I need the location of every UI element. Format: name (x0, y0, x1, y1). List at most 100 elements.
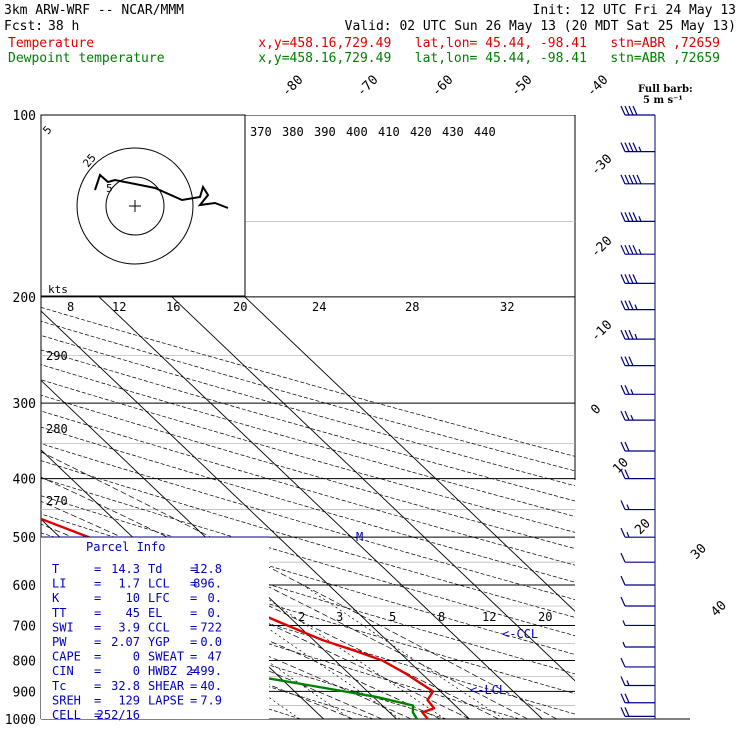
parcel-label: EL (148, 606, 162, 620)
barb-flag (632, 244, 638, 255)
init-time: Init: 12 UTC Fri 24 May 13 (532, 3, 737, 18)
parcel-eq: = (190, 606, 197, 620)
parcel-eq: = (94, 693, 101, 707)
theta-side-label-280: 280 (46, 422, 68, 436)
wind-barb-100 (620, 105, 655, 116)
isotherm-label-0: 0 (588, 402, 604, 418)
temperature-info: x,y=458.16,729.49 lat,lon= 45.44, -98.41… (258, 36, 720, 51)
mixing-label-28: 28 (405, 300, 419, 314)
wind-barb-990 (620, 707, 655, 717)
barb-half-flag (626, 680, 630, 686)
wind-barb-700 (622, 620, 655, 627)
valid-time: Valid: 02 UTC Sun 26 May 13 (20 MDT Sat … (344, 19, 736, 34)
wind-barb-210 (620, 300, 655, 311)
barb-flag (624, 356, 630, 366)
parcel-eq: = (190, 562, 197, 576)
parcel-value: 3.9 (118, 620, 140, 634)
pressure-label-900: 900 (13, 685, 36, 700)
dry-adiabat-450 (41, 320, 575, 472)
barb-half-flag (622, 641, 626, 648)
parcel-label: K (52, 591, 60, 605)
barb-half-flag (630, 414, 634, 421)
parcel-value: 0. (208, 606, 222, 620)
isotherm-label--40: -40 (584, 73, 611, 100)
parcel-label: SWI (52, 620, 74, 634)
parcel-label: LAPSE (148, 693, 184, 707)
parcel-label: TT (52, 606, 66, 620)
barb-flag (624, 300, 630, 310)
barb-flag (636, 174, 642, 185)
dewpoint-info: x,y=458.16,729.49 lat,lon= 45.44, -98.41… (258, 51, 720, 66)
barb-flag (620, 329, 626, 340)
parcel-value: 45 (126, 606, 140, 620)
temperature-label: Temperature (8, 36, 95, 51)
pressure-label-500: 500 (13, 531, 36, 546)
barb-flag (624, 707, 630, 717)
parcel-value: 14.3 (111, 562, 140, 576)
parcel-label: Tc (52, 679, 66, 693)
parcel-eq: = (190, 620, 197, 634)
parcel-value: 0.0 (200, 635, 222, 649)
low-mixing-label-20: 20 (538, 610, 552, 624)
theta-label-430: 430 (442, 125, 464, 139)
parcel-value: 2499. (186, 664, 222, 678)
isotherm-label-30: 30 (688, 541, 710, 563)
parcel-eq: = (94, 650, 101, 664)
barb-flag (624, 441, 630, 452)
hodo-kts-label: kts (48, 283, 68, 296)
parcel-label: HWBZ (148, 664, 177, 678)
barb-flag (632, 212, 638, 222)
dry-adiabat-370 (41, 443, 575, 600)
parcel-eq: = (94, 679, 101, 693)
barb-half-flag (622, 620, 626, 626)
barb-flag (620, 500, 626, 510)
pressure-label-800: 800 (13, 654, 36, 669)
dry-adiabat-440 (41, 335, 575, 487)
barb-flag (628, 212, 634, 222)
barb-flag (628, 105, 634, 116)
parcel-value: 7.9 (200, 693, 222, 707)
parcel-label: CIN (52, 664, 74, 678)
parcel-label: Td (148, 562, 162, 576)
mixing-label-8: 8 (67, 300, 74, 314)
wind-barb-400 (620, 469, 655, 480)
low-mixing-label-5: 5 (389, 610, 396, 624)
barb-flag (624, 385, 630, 395)
pressure-label-300: 300 (13, 397, 36, 412)
barb-flag (624, 274, 630, 284)
theta-side-label-270: 270 (46, 494, 68, 508)
parcel-value: 722 (200, 620, 222, 634)
theta-label-420: 420 (410, 125, 432, 139)
moist-adiabat-28 (41, 476, 528, 719)
barb-flag (628, 142, 634, 152)
parcel-eq: = (190, 635, 197, 649)
barb-flag (624, 174, 630, 185)
wind-barbs: Full barb:5 m s⁻¹ (620, 84, 693, 719)
wind-barb-260 (620, 356, 655, 367)
barb-flag (624, 212, 630, 222)
pressure-label-1000: 1000 (5, 713, 36, 728)
wind-barb-940 (620, 693, 655, 704)
barb-legend-title: Full barb: (638, 84, 693, 95)
parcel-value: 0 (133, 664, 140, 678)
barb-flag (620, 300, 626, 310)
parcel-label: T (52, 562, 59, 576)
barb-flag (620, 657, 626, 668)
hodo-trace (94, 173, 229, 209)
parcel-label: CAPE (52, 650, 81, 664)
parcel-label: SHEAR (148, 679, 185, 693)
parcel-value: 0 (133, 650, 140, 664)
parcel-title: Parcel Info (86, 540, 165, 554)
wind-barb-150 (620, 212, 655, 222)
wind-barb-450 (620, 500, 655, 511)
wind-barb-235 (620, 329, 655, 340)
parcel-label: CELL (52, 708, 81, 722)
parcel-eq: = (190, 591, 197, 605)
barb-half-flag (626, 531, 630, 538)
parcel-label: CCL (148, 620, 170, 634)
pressure-label-700: 700 (13, 619, 36, 634)
isotherm-20 (41, 310, 470, 719)
barb-flag (628, 300, 634, 310)
parcel-value: 32.8 (111, 679, 140, 693)
